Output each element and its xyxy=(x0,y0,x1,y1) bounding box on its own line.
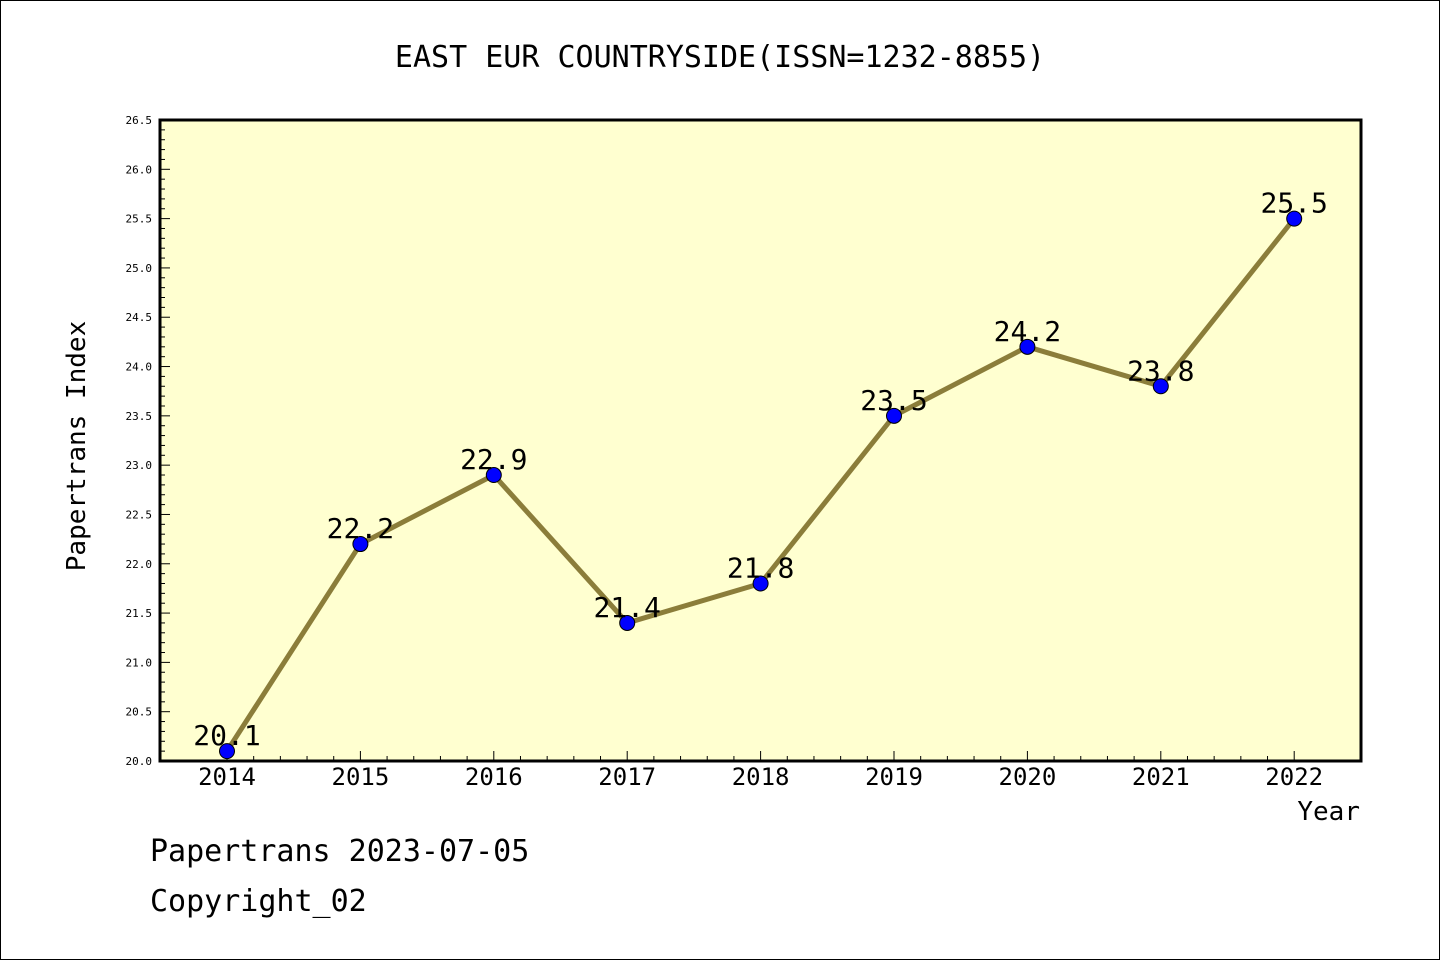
y-tick-label: 22.5 xyxy=(126,508,153,521)
data-point xyxy=(1152,378,1169,395)
y-tick-label: 22.0 xyxy=(126,558,153,571)
x-tick-label: 2014 xyxy=(198,763,256,791)
y-tick-label: 20.0 xyxy=(126,755,153,768)
x-tick-label: 2020 xyxy=(999,763,1057,791)
data-label: 25.5 xyxy=(1260,187,1327,220)
data-point xyxy=(1286,210,1303,227)
y-tick-label: 21.5 xyxy=(126,607,153,620)
data-label: 21.8 xyxy=(727,551,794,584)
x-tick-label: 2015 xyxy=(332,763,390,791)
y-axis: 20.0 20.5 21.0 21.5 22.0 22.5 23.0 23.5 24.0 24.5… xyxy=(126,114,170,768)
y-tick-label: 26.0 xyxy=(126,163,153,176)
data-label: 20.1 xyxy=(193,719,260,752)
y-tick-label: 21.0 xyxy=(126,656,153,669)
data-point xyxy=(1019,338,1036,355)
x-tick-label: 2022 xyxy=(1265,763,1323,791)
x-axis-label: Year xyxy=(1297,797,1360,827)
x-tick-label: 2018 xyxy=(732,763,790,791)
plot-area xyxy=(158,118,1363,763)
x-tick-label: 2017 xyxy=(598,763,656,791)
data-point xyxy=(752,575,769,592)
y-tick-label: 20.5 xyxy=(126,706,153,719)
data-point xyxy=(352,536,369,553)
y-tick-label: 26.5 xyxy=(126,114,153,127)
data-label: 23.8 xyxy=(1127,354,1194,387)
x-axis: 2014 2015 2016 2017 2018 2019 2020 2021 2022 xyxy=(198,751,1323,791)
data-point xyxy=(219,743,235,760)
data-point xyxy=(619,614,636,631)
y-tick-label: 23.0 xyxy=(126,459,153,472)
footer-copyright: Copyright_02 xyxy=(150,884,367,919)
x-tick-label: 2016 xyxy=(465,763,523,791)
data-label: 24.2 xyxy=(994,315,1061,348)
x-tick-label: 2019 xyxy=(865,763,923,791)
data-label: 22.2 xyxy=(327,512,394,545)
y-tick-label: 24.0 xyxy=(126,361,153,374)
series-line: 20.1 22.2 22.9 21.4 21.8 23.5 24.2 23.8 25.5 xyxy=(193,187,1328,760)
y-tick-label: 25.0 xyxy=(126,262,153,275)
y-tick-label: 23.5 xyxy=(126,410,153,423)
data-label: 23.5 xyxy=(860,384,927,417)
chart-title: EAST EUR COUNTRYSIDE(ISSN=1232-8855) xyxy=(395,40,1045,75)
data-point xyxy=(886,407,902,424)
y-tick-label: 25.5 xyxy=(126,213,153,226)
data-label: 21.4 xyxy=(593,591,660,624)
x-tick-label: 2021 xyxy=(1132,763,1190,791)
y-axis-label: Papertrans Index xyxy=(62,321,92,571)
footer-date: Papertrans 2023-07-05 xyxy=(150,834,530,869)
data-label: 22.9 xyxy=(460,443,527,476)
data-point xyxy=(485,467,502,484)
y-tick-label: 24.5 xyxy=(126,311,153,324)
